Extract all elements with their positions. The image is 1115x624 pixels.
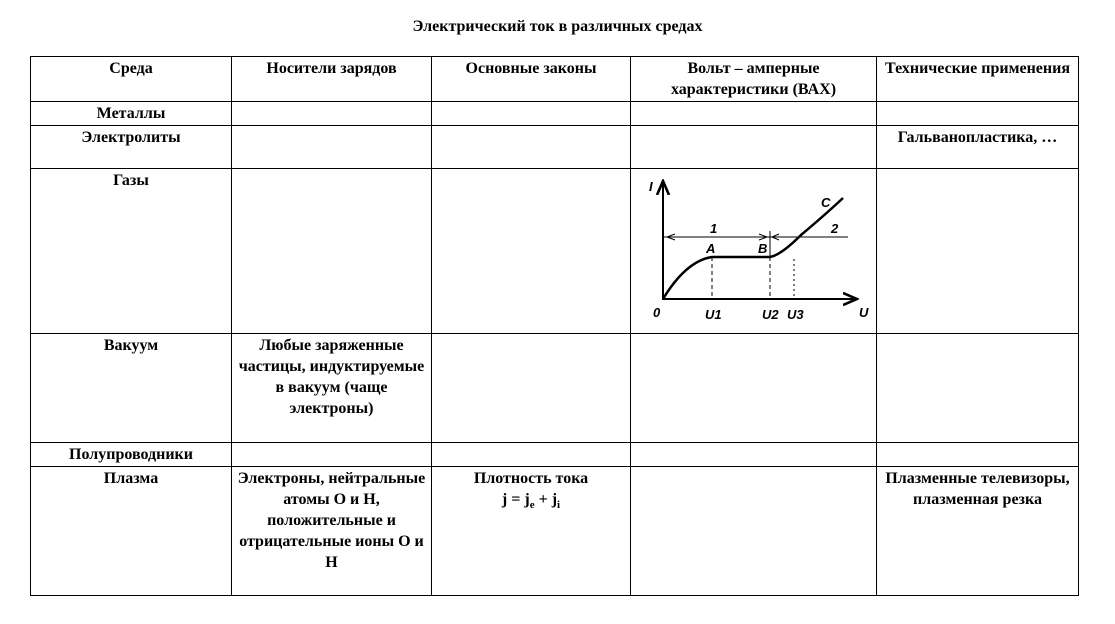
- vax-curve: [661, 197, 844, 300]
- point-c-label: C: [821, 195, 831, 210]
- u3-label: U3: [787, 307, 804, 322]
- region-1-arrow-right: [758, 233, 769, 241]
- vax-cell: [630, 466, 877, 596]
- medium-cell: Газы: [30, 168, 232, 334]
- origin-label: 0: [653, 305, 661, 320]
- medium-cell: Металлы: [30, 101, 232, 126]
- header-row: Среда Носители зарядов Основные законы В…: [30, 56, 1079, 102]
- laws-cell: [431, 333, 631, 443]
- applications-cell: Плазменные телевизоры, плазменная резка: [876, 466, 1079, 596]
- point-a-label: A: [705, 241, 715, 256]
- formula-eq: =: [507, 491, 525, 508]
- applications-cell: [876, 168, 1079, 334]
- carriers-cell: [231, 168, 432, 334]
- u2-label: U2: [762, 307, 779, 322]
- laws-cell: [431, 168, 631, 334]
- applications-cell: Гальванопластика, …: [876, 125, 1079, 169]
- carriers-cell: Любые заряженные частицы, индуктируемые …: [231, 333, 432, 443]
- carriers-cell: [231, 101, 432, 126]
- current-density-formula: j = je + ji: [436, 489, 626, 516]
- y-axis-label: I: [649, 179, 653, 194]
- vax-cell: [630, 101, 877, 126]
- laws-cell: [431, 101, 631, 126]
- header-cell: Среда: [30, 56, 232, 102]
- header-cell: Вольт – амперные характеристики (ВАХ): [630, 56, 877, 102]
- applications-cell: [876, 101, 1079, 126]
- table-row: Плазма Электроны, нейтральные атомы О и …: [30, 466, 1079, 596]
- laws-title: Плотность тока: [473, 470, 589, 487]
- formula-j: j: [501, 491, 508, 508]
- u1-label: U1: [705, 307, 722, 322]
- table-row: Электролиты Гальванопластика, …: [30, 125, 1079, 169]
- medium-cell: Вакуум: [30, 333, 232, 443]
- laws-cell: [431, 125, 631, 169]
- formula-plus: +: [534, 491, 552, 508]
- header-cell: Технические применения: [876, 56, 1079, 102]
- vax-cell: [630, 333, 877, 443]
- vax-cell: I U 0 A B C 1 2 U1 U2 U3: [630, 168, 877, 334]
- media-table: Среда Носители зарядов Основные законы В…: [30, 56, 1079, 596]
- page-title: Электрический ток в различных средах: [412, 18, 703, 35]
- vax-graph: I U 0 A B C 1 2 U1 U2 U3: [649, 179, 869, 322]
- carriers-cell: [231, 442, 432, 467]
- point-b-label: B: [758, 241, 767, 256]
- applications-cell: [876, 333, 1079, 443]
- region-2-arrow-left: [770, 233, 780, 241]
- formula-sub-i: i: [557, 499, 561, 512]
- carriers-cell: [231, 125, 432, 169]
- table-row: Металлы: [30, 101, 1079, 126]
- formula-ji: j: [551, 491, 558, 508]
- table-row: Вакуум Любые заряженные частицы, индукти…: [30, 333, 1079, 443]
- formula-je: j: [524, 491, 530, 508]
- laws-cell: [431, 442, 631, 467]
- vax-cell: [630, 125, 877, 169]
- region-1-arrow-left: [665, 233, 676, 241]
- region-2-label: 2: [830, 221, 839, 236]
- formula-sub-e: e: [529, 499, 535, 512]
- medium-cell: Плазма: [30, 466, 232, 596]
- medium-cell: Полупроводники: [30, 442, 232, 467]
- applications-cell: [876, 442, 1079, 467]
- x-axis-label: U: [859, 305, 869, 320]
- medium-cell: Электролиты: [30, 125, 232, 169]
- vax-cell: [630, 442, 877, 467]
- header-cell: Носители зарядов: [231, 56, 432, 102]
- table-row: Полупроводники: [30, 442, 1079, 467]
- header-cell: Основные законы: [431, 56, 631, 102]
- table-row: Газы I U 0 A B C: [30, 168, 1079, 334]
- laws-cell: Плотность тока j = je + ji: [431, 466, 631, 596]
- carriers-cell: Электроны, нейтральные атомы О и Н, поло…: [231, 466, 432, 596]
- region-1-label: 1: [710, 221, 717, 236]
